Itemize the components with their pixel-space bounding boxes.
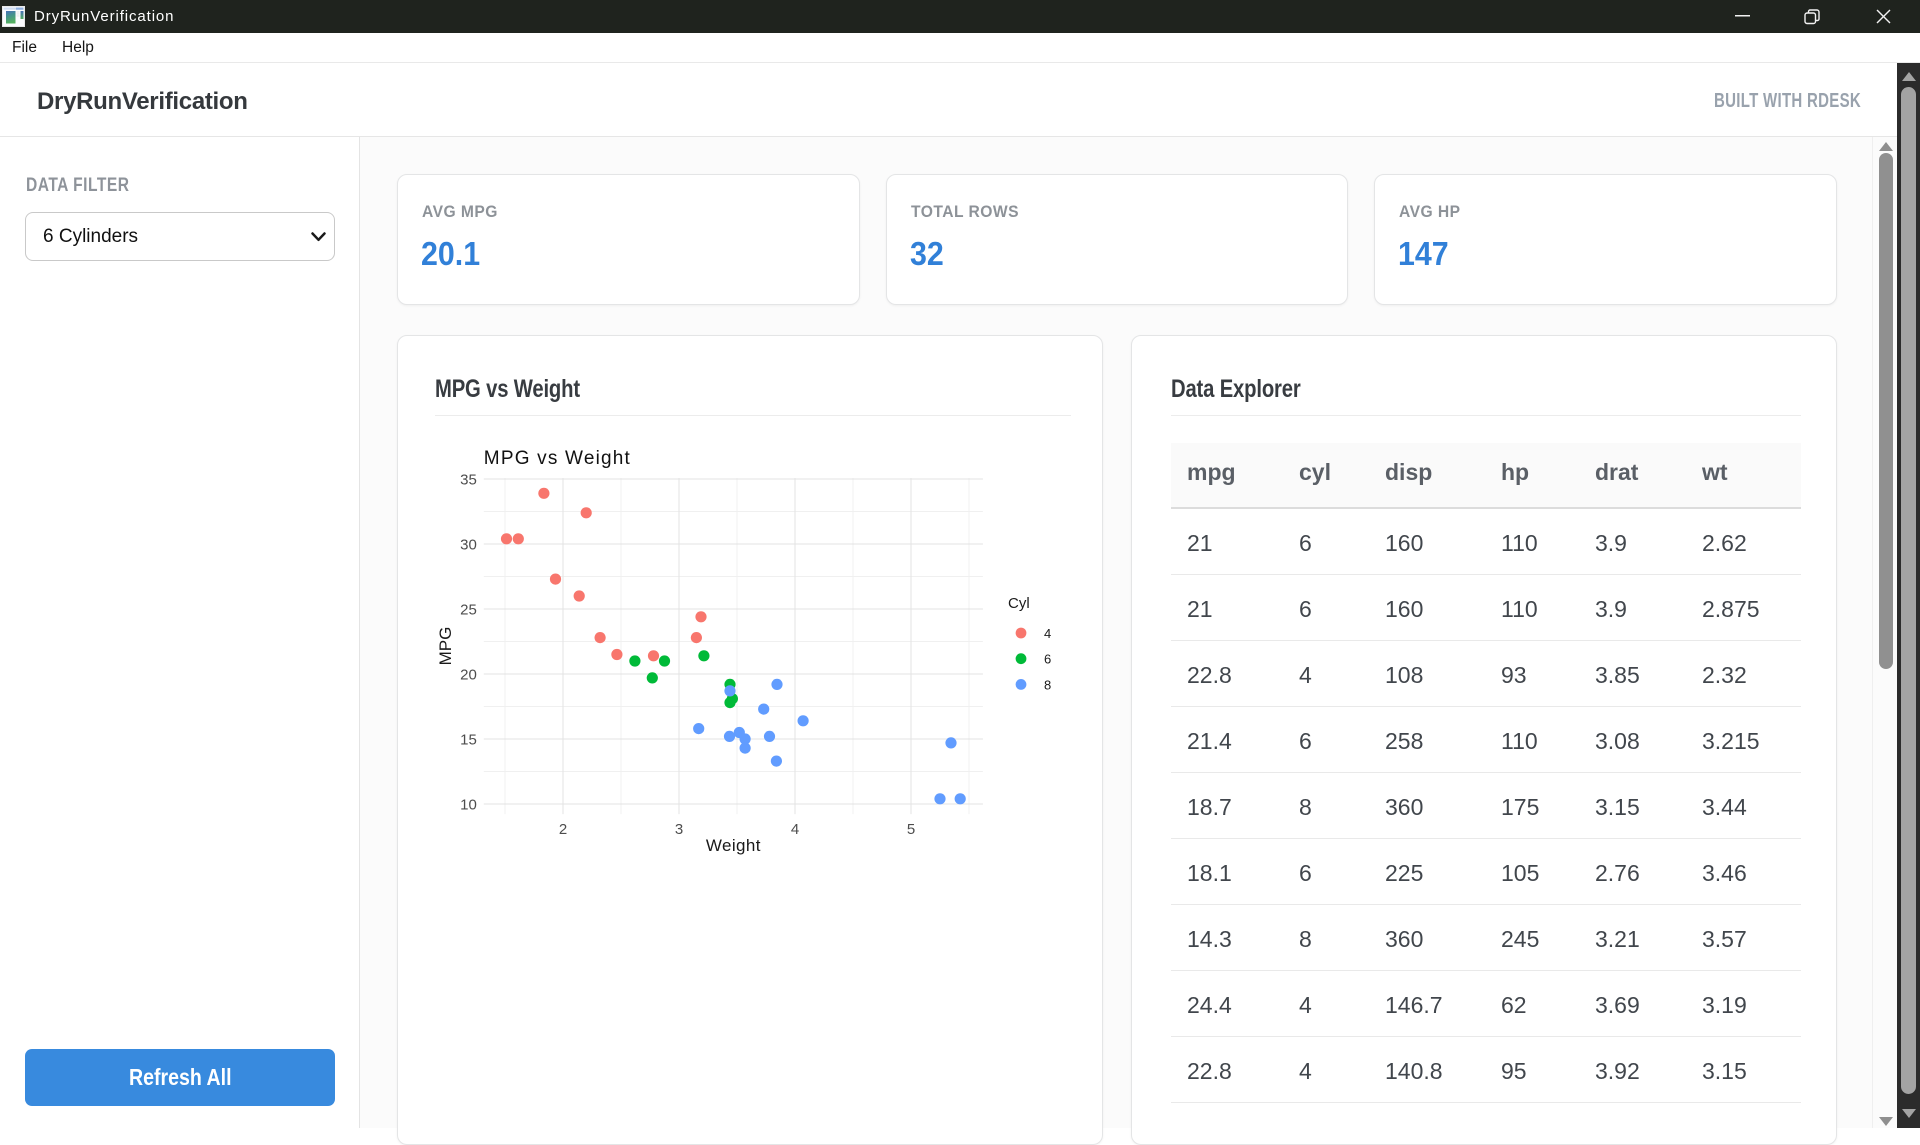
svg-text:8: 8 [1044,677,1051,692]
svg-text:6: 6 [1044,652,1051,667]
svg-text:10: 10 [460,797,477,814]
svg-text:4: 4 [791,821,799,838]
svg-text:20: 20 [460,667,477,684]
svg-text:Weight: Weight [706,836,761,855]
svg-text:MPG: MPG [436,627,455,666]
svg-text:3: 3 [675,821,683,838]
svg-text:Cyl: Cyl [1008,595,1030,612]
svg-text:2: 2 [559,821,567,838]
svg-text:4: 4 [1044,626,1051,641]
svg-text:35: 35 [460,472,477,489]
svg-text:25: 25 [460,602,477,619]
svg-text:30: 30 [460,537,477,554]
svg-text:5: 5 [907,821,915,838]
svg-text:MPG vs Weight: MPG vs Weight [484,448,631,469]
svg-text:15: 15 [460,732,477,749]
